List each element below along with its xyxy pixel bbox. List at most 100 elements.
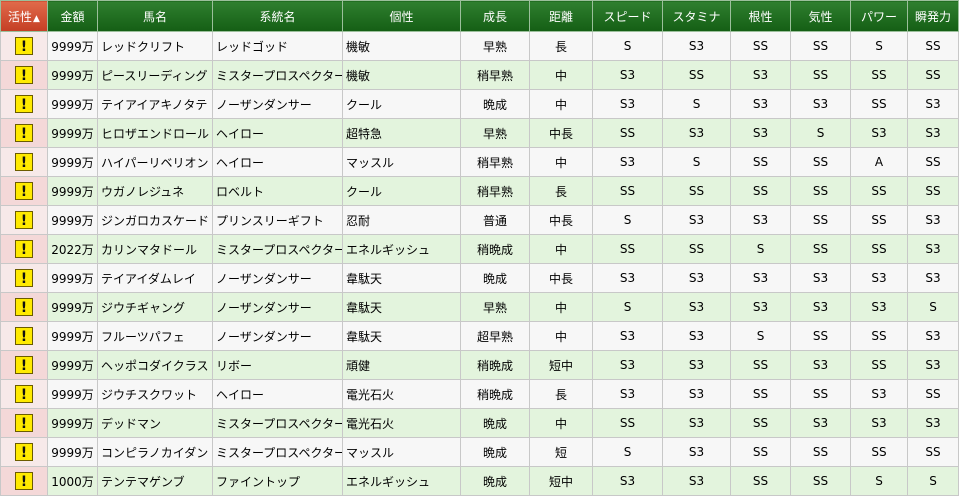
cell-lineage: レッドゴッド	[212, 31, 343, 61]
exclamation-alert-icon[interactable]: !	[15, 37, 33, 55]
cell-name[interactable]: ウガノレジュネ	[97, 176, 213, 206]
column-header-lineage[interactable]: 系統名	[212, 0, 343, 32]
exclamation-alert-icon[interactable]: !	[15, 327, 33, 345]
table-row[interactable]: ! 9999万 フルーツパフェ ノーザンダンサー 韋駄天 超早熟中 S3 S3 S SS SS S3	[0, 321, 959, 351]
cell-price: 9999万	[47, 263, 98, 293]
cell-name[interactable]: コンピラノカイダン	[97, 437, 213, 467]
table-row[interactable]: ! 1000万 テンテマゲンブ ファイントップ エネルギッシュ 晩成 短中 S3 S3 SS SS S…	[0, 466, 959, 496]
cell-name[interactable]: デッドマン	[97, 408, 213, 438]
column-header-guts[interactable]: 根性	[730, 0, 791, 32]
column-header-growth[interactable]: 成長	[460, 0, 530, 32]
table-row[interactable]: ! 9999万 レッドクリフト レッドゴッド 機敏 早熟長 S S3 SS SS S SS	[0, 31, 959, 61]
exclamation-alert-icon[interactable]: !	[15, 269, 33, 287]
cell-name[interactable]: ジウチスクワット	[97, 379, 213, 409]
cell-name[interactable]: テイアイダムレイ	[97, 263, 213, 293]
cell-guts: SS	[730, 437, 791, 467]
exclamation-alert-icon[interactable]: !	[15, 153, 33, 171]
column-header-label: 系統名	[259, 9, 296, 24]
activity-cell: !	[0, 321, 48, 351]
exclamation-alert-icon[interactable]: !	[15, 443, 33, 461]
cell-name[interactable]: レッドクリフト	[97, 31, 213, 61]
table-row[interactable]: ! 9999万 ジンガロカスケード プリンスリーギフト 忍耐 普通 中長 S S3 S3 SS SS S…	[0, 205, 959, 235]
cell-growth: 稍早熟	[460, 176, 530, 206]
table-row[interactable]: ! 9999万 コンピラノカイダン ミスタープロスペクター マッスル 晩成短 S S3 SS SS…	[0, 437, 959, 467]
table-row[interactable]: ! 9999万 デッドマン ミスタープロスペクター 電光石火 晩成中 SS S3 SS S3 S3 S…	[0, 408, 959, 438]
exclamation-alert-icon[interactable]: !	[15, 95, 33, 113]
table-row[interactable]: ! 9999万 ヘッポコダイクラス リボー 頑健 稍晩成 短中 S3 S3 SS S3 SS S3	[0, 350, 959, 380]
cell-name[interactable]: ハイパーリベリオン	[97, 147, 213, 177]
cell-speed: SS	[592, 408, 663, 438]
cell-lineage: ノーザンダンサー	[212, 321, 343, 351]
table-row[interactable]: ! 9999万 テイアイアキノタテ ノーザンダンサー クール 晩成中 S3 S S3 S3 SS S3	[0, 89, 959, 119]
cell-name[interactable]: テンテマゲンブ	[97, 466, 213, 496]
cell-name[interactable]: カリンマタドール	[97, 234, 213, 264]
exclamation-alert-icon[interactable]: !	[15, 414, 33, 432]
table-row[interactable]: ! 9999万 ヒロザエンドロール ヘイロー 超特急 早熟 中長 SS S3 S3 S S3 S3	[0, 118, 959, 148]
exclamation-alert-icon[interactable]: !	[15, 385, 33, 403]
table-row[interactable]: ! 9999万 テイアイダムレイ ノーザンダンサー 韋駄天 晩成 中長 S3 S3 S3 S3 S3 S…	[0, 263, 959, 293]
column-header-trait[interactable]: 個性	[342, 0, 461, 32]
cell-growth: 晩成	[460, 466, 530, 496]
column-header-price[interactable]: 金額	[47, 0, 98, 32]
cell-guts: S3	[730, 205, 791, 235]
cell-power: S3	[850, 263, 908, 293]
cell-name[interactable]: ジウチギャング	[97, 292, 213, 322]
cell-name[interactable]: ヒロザエンドロール	[97, 118, 213, 148]
column-header-name[interactable]: 馬名	[97, 0, 213, 32]
cell-trait: 電光石火	[342, 408, 461, 438]
cell-guts: S	[730, 234, 791, 264]
column-header-label: 成長	[482, 9, 507, 24]
cell-burst: S3	[907, 89, 959, 119]
cell-name[interactable]: ジンガロカスケード	[97, 205, 213, 235]
exclamation-alert-icon[interactable]: !	[15, 472, 33, 490]
cell-guts: S3	[730, 263, 791, 293]
exclamation-alert-icon[interactable]: !	[15, 182, 33, 200]
column-header-temper[interactable]: 気性	[790, 0, 851, 32]
cell-name[interactable]: ピースリーディング	[97, 60, 213, 90]
exclamation-alert-icon[interactable]: !	[15, 240, 33, 258]
cell-trait: エネルギッシュ	[342, 234, 461, 264]
cell-lineage: ミスタープロスペクター	[212, 60, 343, 90]
exclamation-alert-icon[interactable]: !	[15, 66, 33, 84]
activity-cell: !	[0, 408, 48, 438]
cell-distance: 中	[529, 321, 593, 351]
cell-name[interactable]: ヘッポコダイクラス	[97, 350, 213, 380]
exclamation-alert-icon[interactable]: !	[15, 298, 33, 316]
table-row[interactable]: ! 9999万 ジウチギャング ノーザンダンサー 韋駄天 早熟中 S S3 S3 S3 S3 S	[0, 292, 959, 322]
cell-speed: S	[592, 292, 663, 322]
cell-guts: SS	[730, 379, 791, 409]
cell-guts: SS	[730, 466, 791, 496]
cell-distance: 短中	[529, 466, 593, 496]
cell-guts: SS	[730, 350, 791, 380]
activity-cell: !	[0, 292, 48, 322]
column-header-burst[interactable]: 瞬発力	[907, 0, 959, 32]
exclamation-alert-icon[interactable]: !	[15, 356, 33, 374]
cell-stamina: S	[662, 89, 731, 119]
column-header-stamina[interactable]: スタミナ	[662, 0, 731, 32]
cell-distance: 中長	[529, 263, 593, 293]
cell-name[interactable]: テイアイアキノタテ	[97, 89, 213, 119]
activity-cell: !	[0, 60, 48, 90]
cell-stamina: S3	[662, 437, 731, 467]
column-header-label: スタミナ	[672, 9, 721, 24]
exclamation-alert-icon[interactable]: !	[15, 124, 33, 142]
table-row[interactable]: ! 9999万 ピースリーディング ミスタープロスペクター 機敏 稍早熟中 S3 SS S3 SS…	[0, 60, 959, 90]
cell-name[interactable]: フルーツパフェ	[97, 321, 213, 351]
cell-burst: SS	[907, 60, 959, 90]
table-row[interactable]: ! 9999万 ウガノレジュネ ロベルト クール 稍早熟長 SS SS SS SS SS SS	[0, 176, 959, 206]
table-row[interactable]: ! 2022万 カリンマタドール ミスタープロスペクター エネルギッシュ 稍晩成中 SS SS…	[0, 234, 959, 264]
cell-speed: S	[592, 31, 663, 61]
column-header-power[interactable]: パワー	[850, 0, 908, 32]
cell-burst: S3	[907, 118, 959, 148]
table-row[interactable]: ! 9999万 ジウチスクワット ヘイロー 電光石火 稍晩成長 S3 S3 SS SS S3 SS	[0, 379, 959, 409]
cell-price: 1000万	[47, 466, 98, 496]
cell-speed: S	[592, 205, 663, 235]
exclamation-alert-icon[interactable]: !	[15, 211, 33, 229]
cell-burst: S	[907, 292, 959, 322]
cell-trait: 超特急	[342, 118, 461, 148]
column-header-activity[interactable]: 活性▲	[0, 0, 48, 32]
table-row[interactable]: ! 9999万 ハイパーリベリオン ヘイロー マッスル 稍早熟中 S3 S SS SS A SS	[0, 147, 959, 177]
column-header-distance[interactable]: 距離	[529, 0, 593, 32]
cell-price: 9999万	[47, 379, 98, 409]
column-header-speed[interactable]: スピード	[592, 0, 663, 32]
